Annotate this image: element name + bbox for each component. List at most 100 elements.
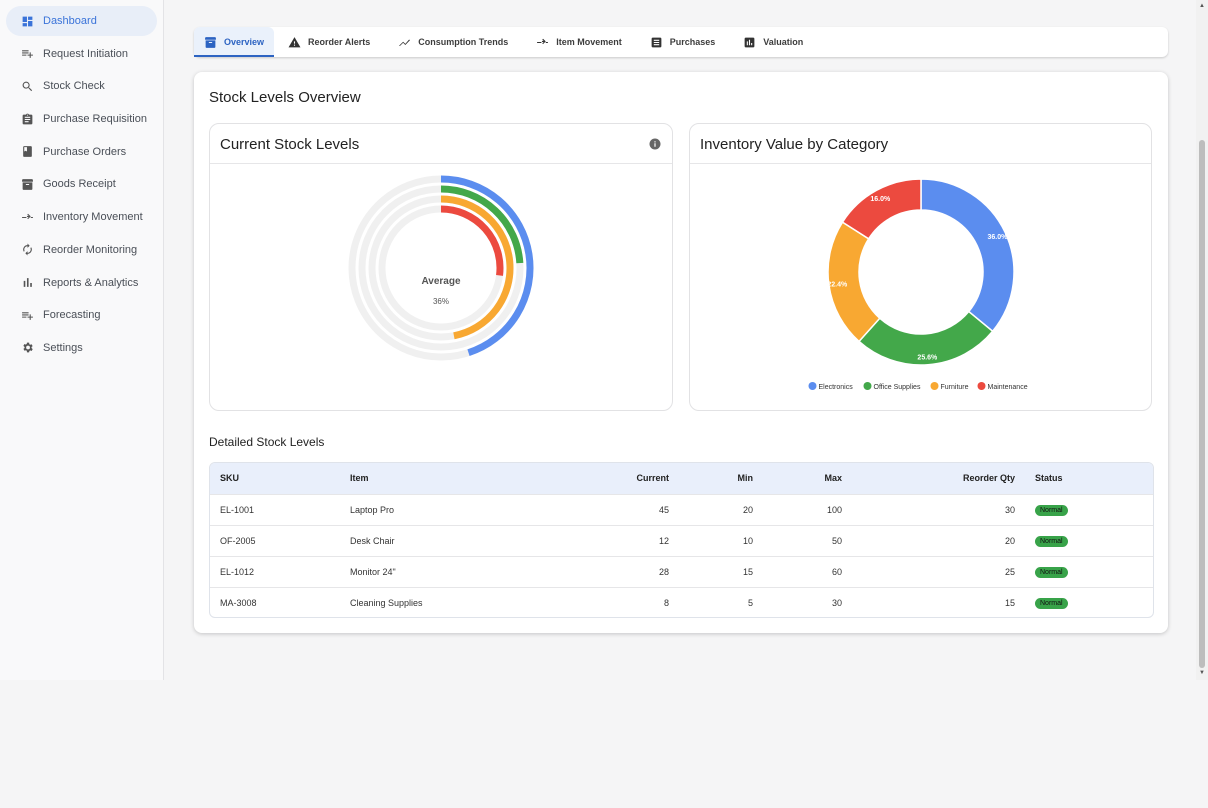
cell-current: 8	[540, 586, 679, 617]
panel-header: Current Stock Levels	[210, 124, 672, 164]
pie-data-label: 25.6%	[917, 354, 938, 361]
legend-item[interactable]: Maintenance	[988, 384, 1028, 391]
info-icon[interactable]	[649, 138, 661, 150]
table-row[interactable]: OF-2005 Desk Chair 12 10 50 20 Normal	[210, 524, 1153, 556]
cell-item: Desk Chair	[340, 524, 540, 556]
legend-marker	[863, 382, 872, 390]
status-badge: Normal	[1035, 566, 1068, 578]
cell-sku: EL-1001	[210, 493, 340, 525]
radial-bar-3[interactable]	[440, 205, 504, 276]
sidebar-item-label: Goods Receipt	[43, 178, 116, 191]
tab-overview[interactable]: Overview	[194, 27, 275, 57]
cell-max: 30	[763, 586, 852, 617]
sidebar-item-reports-analytics[interactable]: Reports & Analytics	[6, 268, 157, 298]
cell-reorder-qty: 15	[852, 586, 1025, 617]
col-max[interactable]: Max	[824, 473, 842, 484]
gear-icon	[20, 341, 34, 355]
bar-chart-icon	[743, 36, 756, 49]
tab-reorder-alerts[interactable]: Reorder Alerts	[274, 27, 384, 57]
detail-title: Detailed Stock Levels	[209, 435, 325, 449]
cell-status: Normal	[1025, 524, 1153, 556]
scroll-down-icon[interactable]: ▼	[1199, 670, 1205, 676]
sidebar-item-goods-receipt[interactable]: Goods Receipt	[6, 169, 157, 199]
status-badge: Normal	[1035, 504, 1068, 516]
sidebar-item-stock-check[interactable]: Stock Check	[6, 71, 157, 101]
sidebar-item-label: Reorder Monitoring	[43, 243, 138, 256]
tab-purchases[interactable]: Purchases	[636, 27, 730, 57]
sidebar-item-dashboard[interactable]: Dashboard	[6, 6, 157, 36]
cell-sku: MA-3008	[210, 586, 340, 617]
sidebar-item-forecasting[interactable]: Forecasting	[6, 300, 157, 330]
table-row[interactable]: MA-3008 Cleaning Supplies 8 5 30 15 Norm…	[210, 586, 1153, 617]
legend-item[interactable]: Electronics	[819, 384, 854, 391]
col-reorder-qty[interactable]: Reorder Qty	[962, 473, 1015, 484]
cell-max: 100	[763, 493, 852, 525]
pie-data-label: 36.0%	[988, 234, 1009, 241]
stock-table: SKU Item Current Min Max Reorder Qty Sta…	[209, 462, 1154, 618]
cell-max: 60	[763, 555, 852, 587]
tab-valuation[interactable]: Valuation	[729, 27, 817, 57]
radial-bar-0[interactable]	[440, 175, 534, 356]
cell-max: 50	[763, 524, 852, 556]
tab-label: Item Movement	[556, 37, 622, 47]
sidebar: Dashboard Request Initiation Stock Check…	[0, 0, 164, 680]
cell-reorder-qty: 30	[852, 493, 1025, 525]
radial-bar-2[interactable]	[440, 195, 514, 340]
sidebar-item-reorder-monitoring[interactable]: Reorder Monitoring	[6, 235, 157, 265]
cell-reorder-qty: 25	[852, 555, 1025, 587]
scroll-thumb[interactable]	[1199, 140, 1205, 668]
stock-levels-panel: Current Stock Levels Average 36%	[209, 123, 673, 411]
legend-item[interactable]: Furniture	[941, 384, 969, 391]
status-badge: Normal	[1035, 597, 1068, 609]
main-content: Overview Reorder Alerts Consumption Tren…	[164, 0, 1196, 808]
radial-bar-chart: Average 36%	[348, 175, 534, 361]
dashboard-icon	[20, 14, 34, 28]
table-row[interactable]: EL-1012 Monitor 24" 28 15 60 25 Normal	[210, 555, 1153, 587]
status-badge: Normal	[1035, 535, 1068, 547]
warning-icon	[288, 36, 301, 49]
pie-slice-electronics[interactable]	[920, 178, 1015, 333]
archive-icon	[204, 36, 217, 49]
tab-label: Valuation	[763, 37, 804, 47]
cell-reorder-qty: 20	[852, 524, 1025, 556]
tab-label: Overview	[224, 37, 265, 47]
donut-chart: 36.0% 25.6% 22.4% 16.0% Electronics Office Su…	[808, 178, 1028, 391]
col-min[interactable]: Min	[737, 473, 754, 484]
col-item[interactable]: Item	[350, 473, 369, 484]
sidebar-item-label: Inventory Movement	[43, 211, 143, 224]
tab-consumption-trends[interactable]: Consumption Trends	[384, 27, 522, 57]
col-status[interactable]: Status	[1035, 473, 1063, 484]
sidebar-item-inventory-movement[interactable]: Inventory Movement	[6, 202, 157, 232]
archive-icon	[20, 177, 34, 191]
overview-card: Stock Levels Overview Current Stock Leve…	[194, 72, 1168, 633]
sidebar-item-label: Stock Check	[43, 80, 105, 93]
sidebar-item-label: Purchase Requisition	[43, 113, 147, 126]
cell-item: Cleaning Supplies	[340, 586, 540, 617]
sidebar-item-request-initiation[interactable]: Request Initiation	[6, 39, 157, 69]
radial-bar-1[interactable]	[440, 185, 524, 264]
section-title: Stock Levels Overview	[209, 89, 361, 106]
sidebar-item-settings[interactable]: Settings	[6, 333, 157, 363]
receipt-icon	[20, 145, 34, 159]
sidebar-item-label: Purchase Orders	[43, 145, 127, 158]
tab-bar: Overview Reorder Alerts Consumption Tren…	[194, 27, 1168, 57]
cell-item: Monitor 24"	[340, 555, 540, 587]
table-row[interactable]: EL-1001 Laptop Pro 45 20 100 30 Normal	[210, 493, 1153, 525]
sidebar-item-purchase-orders[interactable]: Purchase Orders	[6, 137, 157, 167]
radial-center-label: Average	[421, 276, 461, 287]
sidebar-item-purchase-requisition[interactable]: Purchase Requisition	[6, 104, 157, 134]
cell-sku: OF-2005	[210, 524, 340, 556]
col-sku[interactable]: SKU	[220, 473, 240, 484]
cell-min: 5	[679, 586, 763, 617]
scroll-up-icon[interactable]: ▲	[1199, 3, 1205, 9]
vertical-scrollbar[interactable]: ▲ ▼	[1196, 0, 1208, 680]
pie-slice-maintenance[interactable]	[841, 178, 922, 240]
playlist-add-icon	[20, 47, 34, 61]
col-current[interactable]: Current	[636, 473, 669, 484]
legend-item[interactable]: Office Supplies	[874, 384, 921, 391]
swap-icon	[536, 36, 549, 49]
legend-marker	[808, 382, 817, 390]
table-header-row: SKU Item Current Min Max Reorder Qty Sta…	[210, 463, 1153, 494]
sidebar-item-label: Reports & Analytics	[43, 276, 139, 289]
tab-item-movement[interactable]: Item Movement	[522, 27, 636, 57]
